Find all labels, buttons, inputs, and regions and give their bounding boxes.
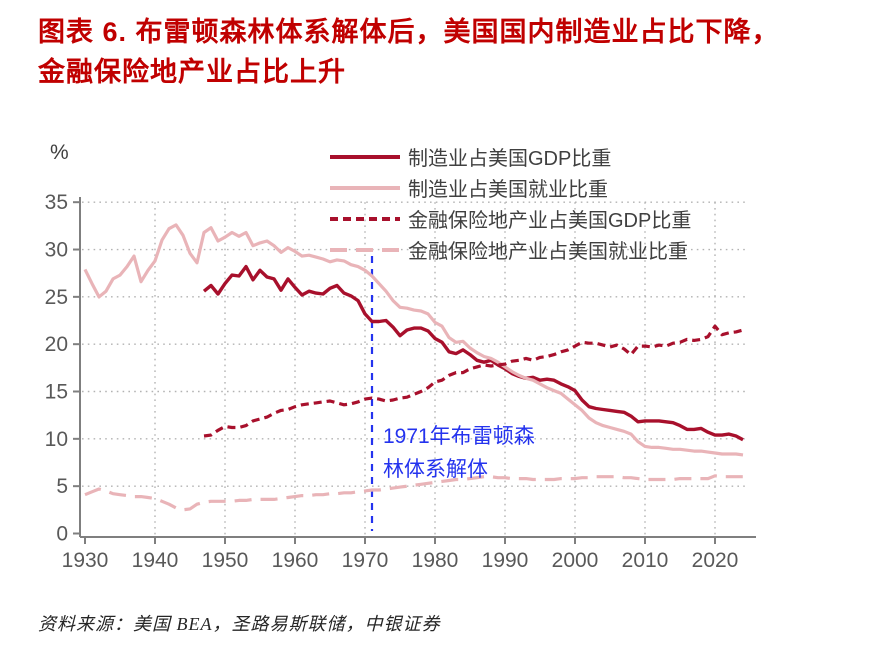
x-axis-tick-label: 1940: [132, 549, 179, 572]
legend-swatch-2: [330, 216, 400, 221]
y-axis-unit-label: %: [50, 141, 69, 164]
legend-item-2: 金融保险地产业占美国GDP比重: [330, 203, 691, 234]
legend-swatch-3: [330, 247, 400, 252]
x-axis-tick-label: 1930: [62, 549, 109, 572]
x-axis-tick-label: 1960: [272, 549, 319, 572]
x-axis-tick-label: 1990: [482, 549, 529, 572]
annotation-line1: 1971年布雷顿森: [383, 425, 535, 448]
source-note: 资料来源：美国 BEA，圣路易斯联储，中银证券: [38, 614, 441, 634]
legend-label-3: 金融保险地产业占美国就业比重: [408, 241, 688, 263]
legend-swatch-0: [330, 154, 400, 159]
legend-label-0: 制造业占美国GDP比重: [408, 148, 612, 170]
y-axis-tick-label: 30: [45, 239, 68, 262]
x-axis-tick-label: 2010: [622, 549, 669, 572]
series-line-0: [202, 264, 744, 442]
y-axis-tick-label: 20: [45, 333, 68, 356]
figure-title-line2: 金融保险地产业占比上升: [38, 57, 346, 87]
y-axis-tick-label: 10: [45, 428, 68, 451]
y-axis-tick-label: 15: [45, 381, 68, 404]
series-line-1: [83, 223, 744, 457]
series-line-2: [203, 324, 744, 438]
annotation-line2: 林体系解体: [383, 458, 488, 481]
y-axis-tick-label: 5: [56, 475, 68, 498]
chart-legend: 制造业占美国GDP比重 制造业占美国就业比重金融保险地产业占美国GDP比重 金融保险…: [330, 141, 691, 265]
y-axis-tick-label: 25: [45, 286, 68, 309]
x-axis-tick-label: 1950: [202, 549, 249, 572]
y-axis-tick-label: 35: [45, 191, 68, 214]
legend-item-1: 制造业占美国就业比重: [330, 172, 691, 203]
legend-swatch-1: [330, 185, 400, 190]
x-axis-tick-label: 2000: [552, 549, 599, 572]
legend-item-3: 金融保险地产业占美国就业比重: [330, 234, 691, 265]
legend-label-2: 金融保险地产业占美国GDP比重: [408, 210, 692, 232]
x-axis-tick-label: 1970: [342, 549, 389, 572]
figure-title: 图表 6. 布雷顿森林体系解体后，美国国内制造业占比下降， 金融保险地产业占比上…: [38, 12, 858, 92]
bretton-woods-annotation: 1971年布雷顿森 林体系解体: [383, 420, 535, 486]
series-line-3: [84, 474, 743, 512]
y-axis-tick-label: 0: [56, 523, 68, 546]
x-axis-tick-label: 2020: [692, 549, 739, 572]
x-axis-tick-label: 1980: [412, 549, 459, 572]
legend-item-0: 制造业占美国GDP比重: [330, 141, 691, 172]
legend-label-1: 制造业占美国就业比重: [408, 179, 608, 201]
figure-title-line1: 图表 6. 布雷顿森林体系解体后，美国国内制造业占比下降，: [38, 17, 780, 47]
